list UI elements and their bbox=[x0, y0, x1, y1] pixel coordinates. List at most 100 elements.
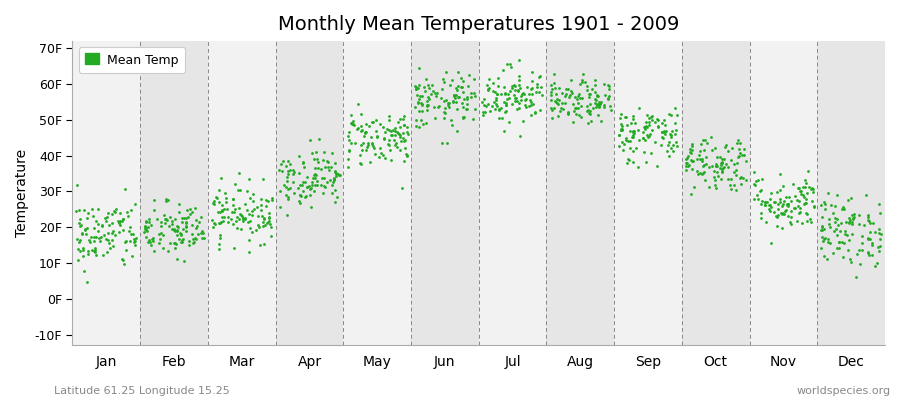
Point bbox=[731, 154, 745, 160]
Point bbox=[842, 214, 856, 221]
Point bbox=[141, 218, 156, 225]
Point bbox=[238, 200, 252, 207]
Point bbox=[638, 126, 652, 132]
Point bbox=[300, 184, 314, 190]
Point bbox=[871, 244, 886, 250]
Point bbox=[167, 239, 182, 246]
Point bbox=[620, 122, 634, 128]
Point bbox=[286, 179, 301, 186]
Point bbox=[832, 228, 847, 234]
Point bbox=[411, 124, 426, 130]
Point bbox=[684, 190, 698, 197]
Point bbox=[571, 100, 585, 106]
Point bbox=[700, 140, 715, 146]
Point bbox=[860, 250, 875, 256]
Point bbox=[341, 133, 356, 140]
Point bbox=[140, 218, 154, 224]
Point bbox=[698, 177, 712, 183]
Point bbox=[397, 113, 411, 120]
Point bbox=[805, 184, 819, 191]
Point bbox=[305, 182, 320, 188]
Point bbox=[764, 240, 778, 246]
Point bbox=[762, 196, 777, 202]
Point bbox=[116, 257, 130, 263]
Point bbox=[238, 216, 253, 222]
Point bbox=[662, 139, 676, 146]
Point bbox=[513, 133, 527, 139]
Point bbox=[416, 121, 430, 128]
Point bbox=[411, 100, 426, 106]
Point bbox=[78, 226, 93, 232]
Point bbox=[582, 111, 597, 117]
Point bbox=[450, 69, 464, 75]
Point bbox=[342, 136, 356, 143]
Point bbox=[544, 97, 558, 103]
Point bbox=[309, 172, 323, 178]
Point bbox=[559, 86, 573, 92]
Point bbox=[69, 208, 84, 214]
Point bbox=[806, 188, 820, 195]
Point bbox=[647, 119, 662, 126]
Point bbox=[727, 182, 742, 189]
Point bbox=[194, 230, 208, 236]
Point bbox=[107, 232, 122, 238]
Point bbox=[139, 226, 153, 232]
Point bbox=[657, 117, 671, 123]
Point bbox=[737, 152, 751, 159]
Point bbox=[158, 220, 173, 226]
Point bbox=[661, 142, 675, 148]
Point bbox=[179, 219, 194, 226]
Point bbox=[449, 99, 464, 106]
Point bbox=[428, 103, 442, 110]
Point bbox=[701, 183, 716, 190]
Point bbox=[283, 185, 297, 191]
Point bbox=[188, 205, 202, 211]
Point bbox=[501, 119, 516, 125]
Point bbox=[76, 230, 90, 236]
Point bbox=[640, 132, 654, 138]
Point bbox=[170, 223, 184, 230]
Point bbox=[145, 236, 159, 242]
Point bbox=[410, 123, 424, 129]
Point bbox=[184, 222, 199, 228]
Point bbox=[163, 214, 177, 220]
Point bbox=[455, 115, 470, 122]
Point bbox=[213, 175, 228, 181]
Bar bbox=[208, 41, 275, 345]
Point bbox=[702, 164, 716, 170]
Point bbox=[612, 132, 626, 138]
Point bbox=[100, 249, 114, 255]
Point bbox=[679, 160, 693, 166]
Point bbox=[446, 99, 460, 106]
Point bbox=[861, 212, 876, 218]
Point bbox=[395, 184, 410, 191]
Bar bbox=[411, 41, 479, 345]
Point bbox=[192, 219, 206, 225]
Point bbox=[229, 206, 243, 212]
Point bbox=[327, 176, 341, 182]
Point bbox=[549, 96, 563, 102]
Point bbox=[841, 196, 855, 203]
Point bbox=[113, 217, 128, 224]
Point bbox=[618, 114, 633, 120]
Point bbox=[806, 203, 821, 209]
Point bbox=[189, 236, 203, 242]
Point bbox=[232, 204, 247, 211]
Point bbox=[281, 196, 295, 202]
Point bbox=[287, 190, 302, 196]
Point bbox=[323, 164, 338, 170]
Point bbox=[230, 225, 244, 231]
Point bbox=[420, 82, 435, 88]
Point bbox=[696, 137, 710, 143]
Point bbox=[347, 140, 362, 146]
Point bbox=[590, 92, 604, 99]
Point bbox=[615, 138, 629, 145]
Point bbox=[443, 82, 457, 88]
Point bbox=[166, 226, 180, 232]
Point bbox=[845, 231, 859, 237]
Point bbox=[316, 189, 330, 196]
Point bbox=[683, 146, 698, 152]
Point bbox=[834, 220, 849, 226]
Point bbox=[350, 124, 365, 131]
Point bbox=[651, 124, 665, 130]
